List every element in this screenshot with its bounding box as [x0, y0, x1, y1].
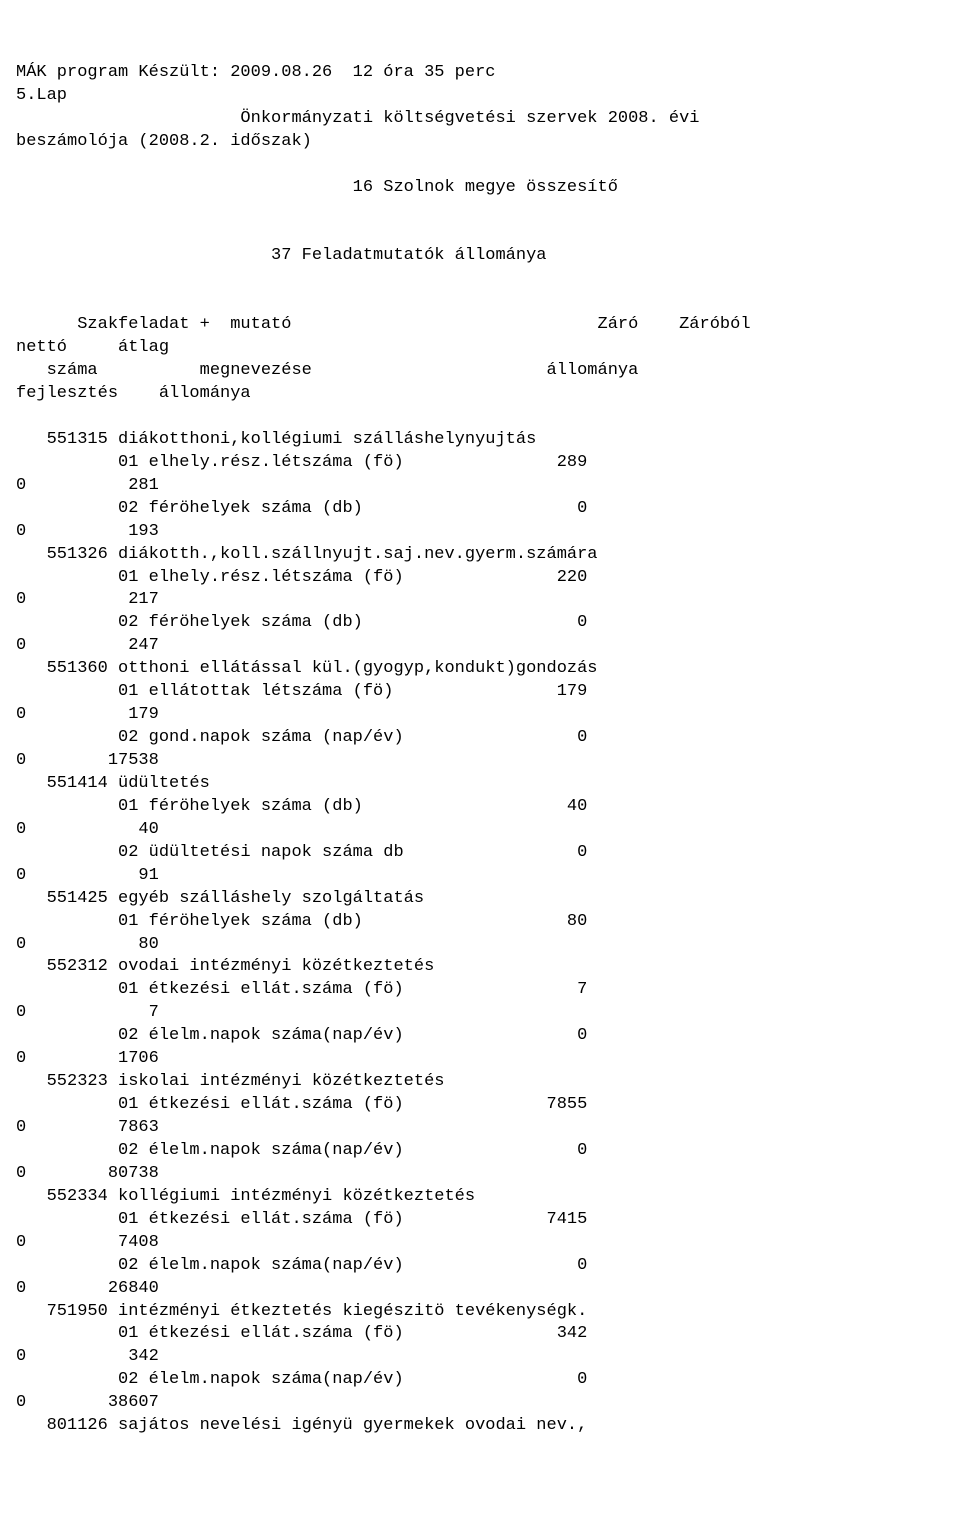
document-page: MÁK program Készült: 2009.08.26 12 óra 3… [16, 62, 944, 1438]
